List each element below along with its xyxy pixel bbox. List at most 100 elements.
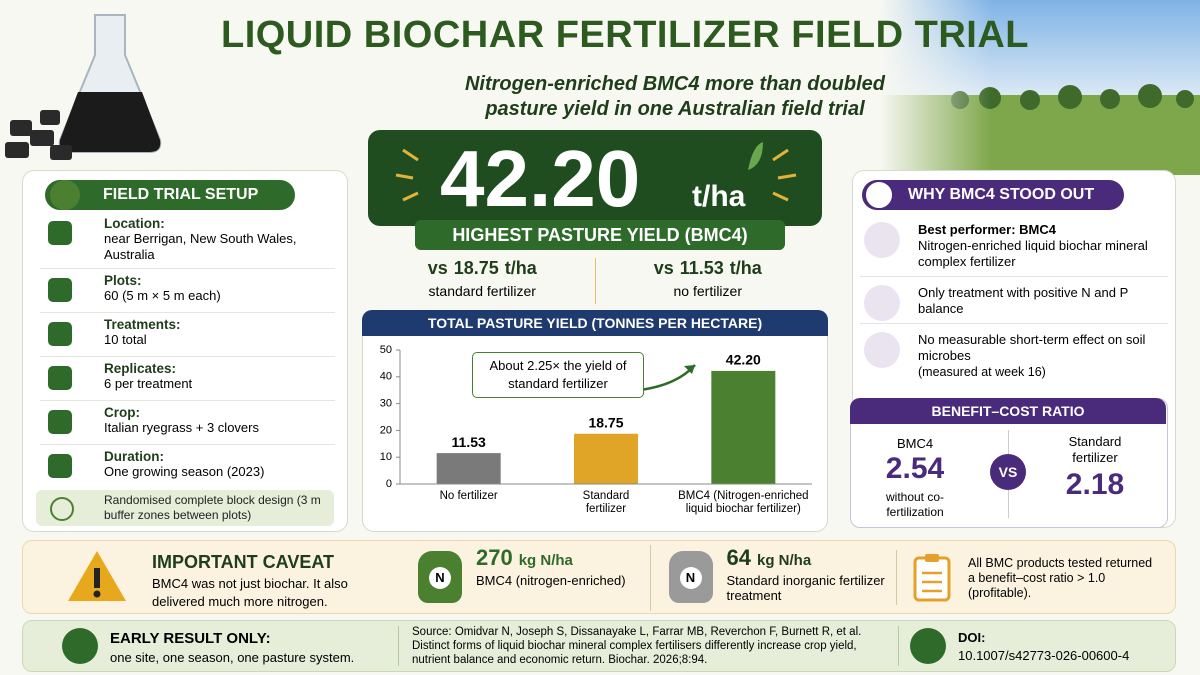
nitrogen-label: BMC4 (nitrogen-enriched) — [476, 573, 626, 588]
comparison-unit: t/ha — [504, 258, 537, 278]
bar — [711, 370, 776, 484]
setup-icon — [48, 278, 72, 302]
setup-item: Treatments: 10 total — [40, 313, 335, 357]
comparison: vs 11.53 t/ha no fertilizer — [594, 258, 821, 304]
comparison-value-line: vs 11.53 t/ha — [596, 258, 821, 279]
setup-label: Duration: — [104, 449, 164, 464]
nitrogen-label: Standard inorganic fertilizer treatment — [726, 573, 885, 603]
comparison: vs 18.75 t/ha standard fertilizer — [370, 258, 595, 304]
y-tick-label: 50 — [380, 344, 392, 356]
comparison-prefix: vs — [427, 258, 448, 278]
setup-item: Plots: 60 (5 m × 5 m each) — [40, 269, 335, 313]
setup-label: Replicates: — [104, 361, 177, 376]
setup-note: Randomised complete block design (3 m bu… — [104, 493, 321, 522]
why-item: No measurable short-term effect on soil … — [860, 328, 1168, 386]
comparison-label: no fertilizer — [673, 283, 742, 299]
setup-note-box — [36, 490, 334, 526]
setup-label: Treatments: — [104, 317, 181, 332]
why-item-note: (measured at week 16) — [918, 365, 1046, 379]
why-item-text: Nitrogen-enriched liquid biochar mineral… — [918, 238, 1148, 269]
hero-rays — [395, 142, 797, 202]
x-tick-label: BMC4 (Nitrogen-enriched liquid biochar f… — [678, 490, 809, 515]
comparison-unit: t/ha — [729, 258, 762, 278]
why-item-title: Best performer: BMC4 — [918, 222, 1056, 237]
bcr-right-label: Standard fertilizer — [1068, 434, 1122, 465]
y-tick-label: 20 — [380, 424, 392, 436]
sack-letter: N — [679, 567, 702, 589]
caveat-text: BMC4 was not just biochar. It also deliv… — [152, 576, 348, 609]
bar — [574, 433, 638, 484]
setup-icon — [48, 454, 72, 478]
setup-label: Crop: — [104, 405, 140, 420]
setup-text: One growing season (2023) — [104, 464, 265, 479]
nitrogen-value: 64 — [726, 545, 751, 570]
subtitle: Nitrogen-enriched BMC4 more than doubled… — [464, 73, 886, 120]
setup-text: 6 per treatment — [104, 376, 193, 391]
why-icon — [864, 332, 900, 368]
setup-text: 10 total — [104, 332, 147, 347]
nitrogen-item: N 270 kg N/ha BMC4 (nitrogen-enriched) — [410, 545, 640, 611]
why-item-text: No measurable short-term effect on soil … — [918, 332, 1146, 363]
bar-chart: 42.20 18.75 11.53 50 40 30 20 10 0 — [380, 344, 812, 490]
setup-text: 60 (5 m × 5 m each) — [104, 288, 221, 303]
hero-value: 42.20 — [440, 134, 641, 223]
why-item-text: Only treatment with positive N and P bal… — [918, 285, 1129, 316]
chart-title: TOTAL PASTURE YIELD (TONNES PER HECTARE) — [362, 310, 828, 336]
setup-item: Location: near Berrigan, New South Wales,… — [40, 212, 335, 269]
bcr-left-note: without co-fertilization — [885, 490, 945, 519]
setup-icon — [48, 221, 72, 245]
why-item: Best performer: BMC4 Nitrogen-enriched li… — [860, 218, 1168, 277]
x-tick-label: Standard fertilizer — [582, 490, 630, 515]
setup-label: Location: — [104, 216, 165, 231]
y-tick-label: 40 — [380, 371, 392, 383]
why-item: Only treatment with positive N and P bal… — [860, 281, 1168, 324]
hero-unit: t/ha — [692, 180, 746, 213]
nitrogen-unit: kg N/ha — [518, 552, 573, 569]
divider — [898, 626, 899, 666]
why-title: WHY BMC4 STOOD OUT — [862, 180, 1124, 210]
book-icon — [62, 628, 98, 664]
nitrogen-unit: kg N/ha — [756, 552, 812, 569]
doi-label: DOI: — [958, 630, 986, 645]
doi: 10.1007/s42773-026-00600-4 — [958, 648, 1130, 663]
footer-row — [22, 620, 1176, 672]
x-tick-label: No fertilizer — [439, 490, 498, 502]
comparison-value-line: vs 18.75 t/ha — [370, 258, 595, 279]
bcr-vs: VS — [990, 454, 1026, 490]
bcr-title: BENEFIT–COST RATIO — [850, 398, 1166, 424]
caveat-row — [22, 540, 1176, 614]
warning-icon — [68, 551, 126, 601]
setup-item: Duration: One growing season (2023) — [40, 445, 335, 488]
bcr-right-value: 2.18 — [1065, 468, 1125, 501]
why-icon — [864, 285, 900, 321]
arrow-head — [684, 365, 695, 374]
setup-title: FIELD TRIAL SETUP — [45, 180, 295, 210]
nitrogen-value-line: 270 kg N/ha — [476, 545, 640, 571]
title: LIQUID BIOCHAR FERTILIZER FIELD TRIAL — [220, 14, 1029, 56]
setup-text: near Berrigan, New South Wales, Australi… — [104, 231, 297, 262]
y-tick-label: 10 — [380, 451, 392, 463]
setup-item: Crop: Italian ryegrass + 3 clovers — [40, 401, 335, 445]
early-title: EARLY RESULT ONLY: — [110, 630, 271, 647]
bcr-left-value: 2.54 — [885, 452, 945, 485]
y-tick-label: 0 — [386, 478, 392, 490]
comparison-value: 18.75 — [453, 258, 499, 278]
caveat-title: IMPORTANT CAVEAT — [152, 552, 334, 572]
clipboard-icon — [913, 554, 951, 602]
divider — [398, 626, 399, 666]
setup-icon — [48, 410, 72, 434]
value-label: 42.20 — [726, 352, 761, 368]
globe-icon — [910, 628, 946, 664]
setup-panel — [22, 170, 348, 532]
value-label: 11.53 — [452, 434, 486, 450]
nitrogen-value: 270 — [476, 545, 513, 570]
why-list: Best performer: BMC4 Nitrogen-enriched li… — [860, 218, 1168, 390]
sack-letter: N — [429, 567, 451, 589]
setup-text: Italian ryegrass + 3 clovers — [104, 420, 259, 435]
comparisons: vs 18.75 t/ha standard fertilizer vs 11.53 t/h… — [370, 258, 820, 304]
nitrogen-value-line: 64 kg N/ha — [727, 545, 891, 571]
chart-area: 42.20 18.75 11.53 50 40 30 20 10 0 About 2.25× t… — [362, 310, 828, 532]
y-tick-label: 30 — [380, 398, 392, 410]
setup-label: Plots: — [104, 273, 142, 288]
divider — [896, 550, 897, 605]
